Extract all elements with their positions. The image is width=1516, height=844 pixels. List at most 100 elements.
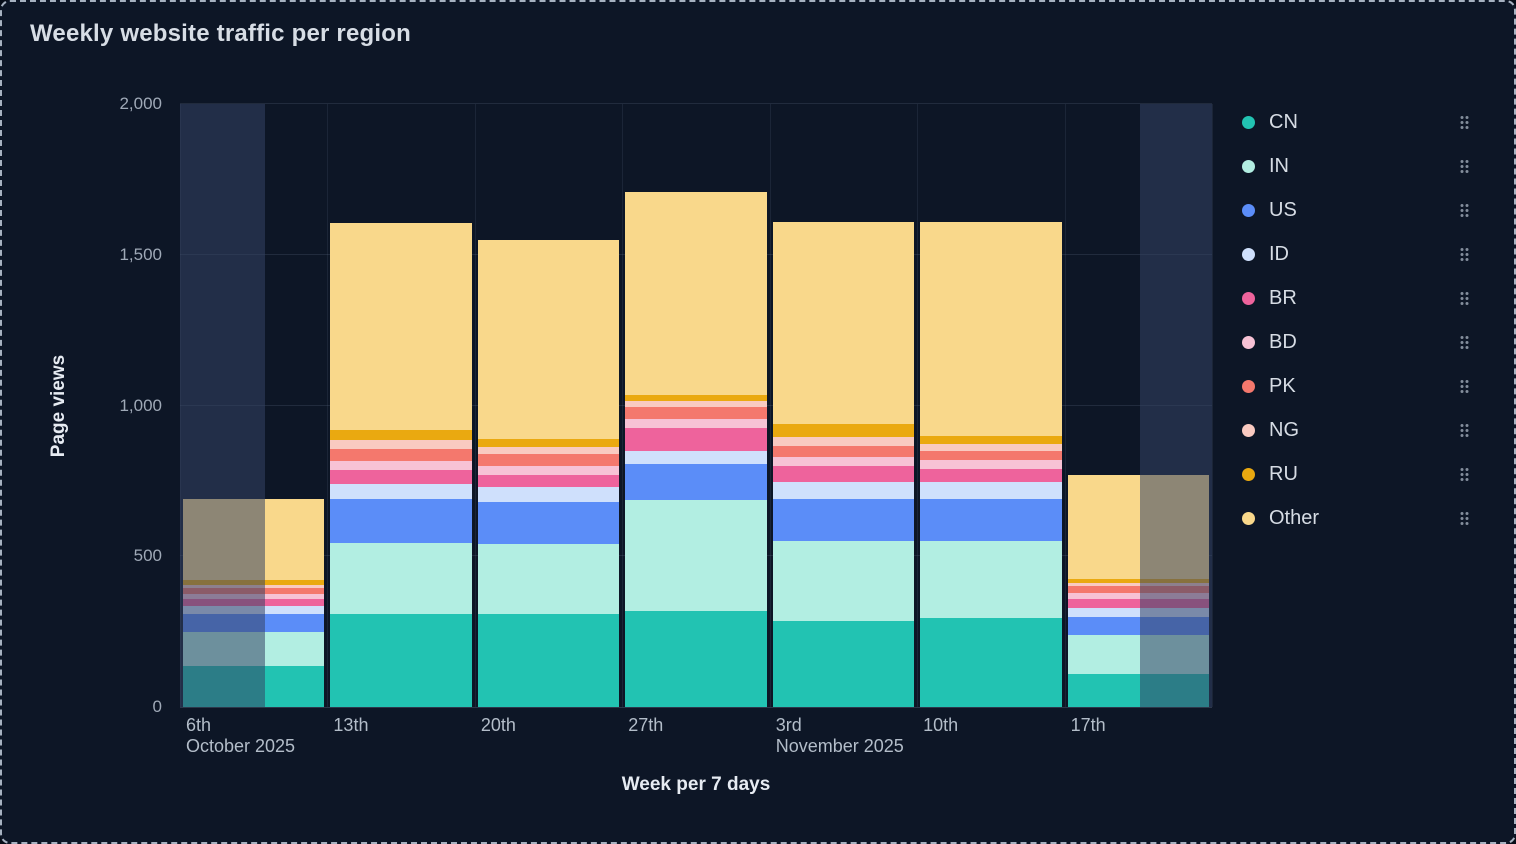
bar-segment-PK[interactable]: [1067, 586, 1209, 594]
bar-segment-BD[interactable]: [1067, 593, 1209, 599]
bar-segment-IN[interactable]: [920, 541, 1062, 619]
bar-segment-IN[interactable]: [183, 631, 325, 667]
bar-segment-ID[interactable]: [772, 482, 915, 499]
bar-segment-ID[interactable]: [920, 482, 1062, 499]
bar-segment-RU[interactable]: [1067, 578, 1209, 583]
legend-item-NG[interactable]: NG: [1242, 408, 1488, 452]
bar-segment-Other[interactable]: [625, 191, 767, 396]
bar-segment-RU[interactable]: [772, 423, 915, 438]
bar-segment-US[interactable]: [183, 613, 325, 632]
stacked-bar[interactable]: [772, 104, 915, 707]
bar-segment-US[interactable]: [920, 498, 1062, 542]
bar-segment-RU[interactable]: [330, 429, 472, 441]
bar-segment-IN[interactable]: [772, 541, 915, 622]
legend-item-actions-icon[interactable]: [1459, 158, 1470, 175]
bar-segment-ID[interactable]: [477, 486, 620, 502]
bar-column-3rd[interactable]: [770, 104, 917, 707]
bar-segment-IN[interactable]: [625, 500, 767, 611]
bar-segment-BR[interactable]: [330, 470, 472, 484]
bar-segment-CN[interactable]: [477, 613, 620, 707]
legend-item-ID[interactable]: ID: [1242, 232, 1488, 276]
legend-item-IN[interactable]: IN: [1242, 144, 1488, 188]
legend-item-actions-icon[interactable]: [1459, 466, 1470, 483]
bar-segment-Other[interactable]: [772, 221, 915, 424]
bar-segment-IN[interactable]: [477, 544, 620, 614]
bar-segment-CN[interactable]: [1067, 673, 1209, 707]
legend-item-actions-icon[interactable]: [1459, 510, 1470, 527]
bar-segment-NG[interactable]: [330, 440, 472, 450]
legend-item-actions-icon[interactable]: [1459, 378, 1470, 395]
bar-segment-ID[interactable]: [183, 606, 325, 614]
bar-column-10th[interactable]: [917, 104, 1064, 707]
bar-segment-US[interactable]: [1067, 616, 1209, 635]
bar-segment-NG[interactable]: [477, 447, 620, 454]
bar-segment-PK[interactable]: [920, 450, 1062, 460]
legend-item-actions-icon[interactable]: [1459, 290, 1470, 307]
bar-segment-US[interactable]: [772, 498, 915, 542]
legend-item-CN[interactable]: CN: [1242, 100, 1488, 144]
stacked-bar[interactable]: [477, 104, 620, 707]
legend-item-actions-icon[interactable]: [1459, 422, 1470, 439]
bar-segment-RU[interactable]: [625, 395, 767, 402]
bar-segment-BR[interactable]: [1067, 598, 1209, 608]
legend-item-BD[interactable]: BD: [1242, 320, 1488, 364]
stacked-bar[interactable]: [920, 104, 1062, 707]
bar-segment-Other[interactable]: [920, 222, 1062, 437]
bar-segment-NG[interactable]: [772, 437, 915, 447]
bar-segment-Other[interactable]: [477, 239, 620, 439]
bar-segment-US[interactable]: [477, 502, 620, 545]
bar-segment-RU[interactable]: [477, 438, 620, 448]
bar-segment-Other[interactable]: [183, 499, 325, 581]
bar-segment-RU[interactable]: [920, 436, 1062, 445]
bar-segment-CN[interactable]: [920, 618, 1062, 707]
legend-item-Other[interactable]: Other: [1242, 496, 1488, 540]
bar-segment-BD[interactable]: [625, 419, 767, 429]
legend-item-actions-icon[interactable]: [1459, 202, 1470, 219]
stacked-bar[interactable]: [183, 104, 325, 707]
bar-segment-BR[interactable]: [183, 598, 325, 607]
bar-segment-BD[interactable]: [477, 465, 620, 475]
bar-segment-Other[interactable]: [1067, 474, 1209, 579]
bar-segment-NG[interactable]: [625, 401, 767, 408]
bar-segment-Other[interactable]: [330, 223, 472, 430]
stacked-bar[interactable]: [625, 104, 767, 707]
legend-item-RU[interactable]: RU: [1242, 452, 1488, 496]
bar-segment-BD[interactable]: [920, 459, 1062, 469]
legend-item-actions-icon[interactable]: [1459, 246, 1470, 263]
bar-segment-ID[interactable]: [625, 450, 767, 465]
bar-segment-ID[interactable]: [1067, 607, 1209, 617]
bar-column-20th[interactable]: [475, 104, 622, 707]
bar-segment-US[interactable]: [625, 464, 767, 501]
legend-item-PK[interactable]: PK: [1242, 364, 1488, 408]
bar-segment-CN[interactable]: [330, 613, 472, 707]
bar-segment-US[interactable]: [330, 499, 472, 543]
bar-segment-PK[interactable]: [330, 449, 472, 462]
legend-item-actions-icon[interactable]: [1459, 334, 1470, 351]
bar-segment-PK[interactable]: [772, 446, 915, 457]
stacked-bar[interactable]: [330, 104, 472, 707]
bar-segment-IN[interactable]: [330, 542, 472, 614]
bar-segment-BD[interactable]: [772, 456, 915, 466]
bar-segment-CN[interactable]: [625, 610, 767, 707]
bar-column-13th[interactable]: [327, 104, 474, 707]
bar-segment-BR[interactable]: [772, 465, 915, 483]
bar-segment-NG[interactable]: [920, 444, 1062, 451]
legend-item-actions-icon[interactable]: [1459, 114, 1470, 131]
bar-column-17th[interactable]: [1065, 104, 1212, 707]
bar-segment-IN[interactable]: [1067, 634, 1209, 674]
bar-segment-BR[interactable]: [920, 468, 1062, 483]
bar-segment-ID[interactable]: [330, 483, 472, 499]
bar-segment-PK[interactable]: [477, 453, 620, 466]
legend-item-US[interactable]: US: [1242, 188, 1488, 232]
stacked-bar[interactable]: [1067, 104, 1209, 707]
bar-segment-BR[interactable]: [477, 474, 620, 487]
bar-column-6th[interactable]: [180, 104, 327, 707]
bar-segment-NG[interactable]: [1067, 582, 1209, 587]
bar-column-27th[interactable]: [622, 104, 769, 707]
bar-segment-BR[interactable]: [625, 428, 767, 451]
plot-area[interactable]: [180, 103, 1213, 707]
bar-segment-BD[interactable]: [330, 461, 472, 471]
legend-item-BR[interactable]: BR: [1242, 276, 1488, 320]
bar-segment-CN[interactable]: [772, 621, 915, 707]
bar-segment-PK[interactable]: [625, 407, 767, 420]
